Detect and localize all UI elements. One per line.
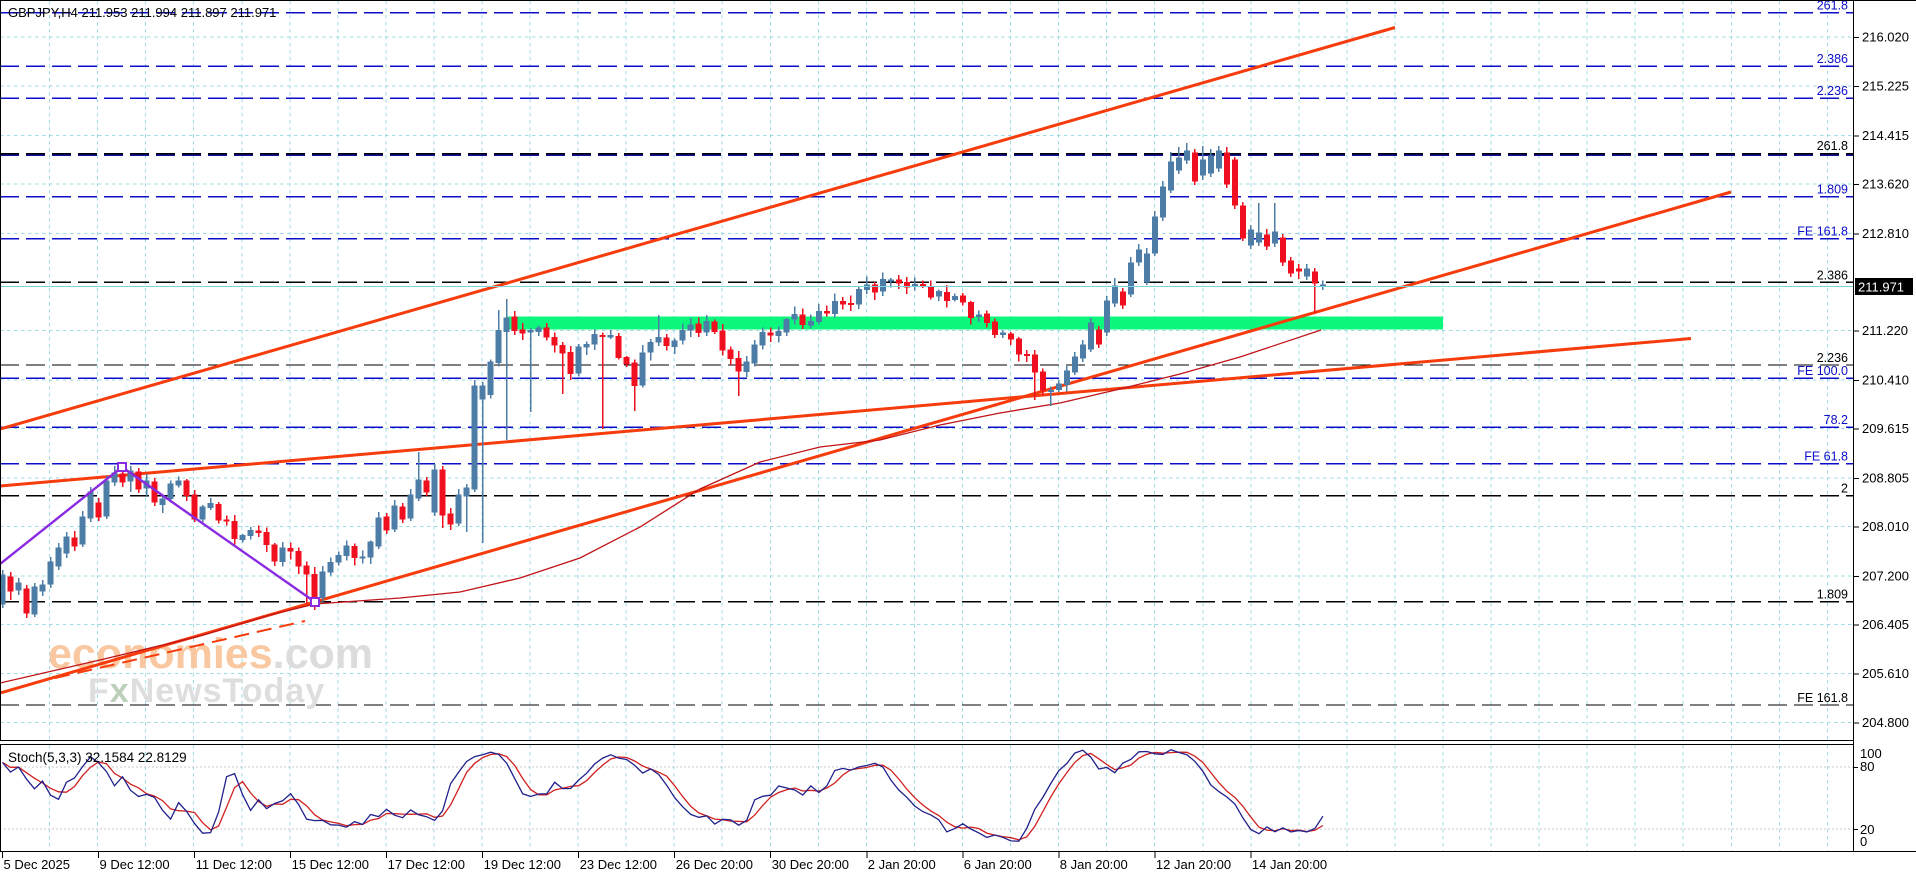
- svg-text:213.620: 213.620: [1862, 176, 1909, 191]
- svg-text:2 Jan 20:00: 2 Jan 20:00: [868, 857, 936, 872]
- svg-text:FE 161.8: FE 161.8: [1797, 691, 1848, 705]
- svg-text:211.971: 211.971: [1858, 280, 1904, 295]
- svg-text:210.410: 210.410: [1862, 373, 1909, 388]
- svg-text:19 Dec 12:00: 19 Dec 12:00: [484, 857, 561, 872]
- svg-text:214.415: 214.415: [1862, 128, 1909, 143]
- svg-text:2: 2: [1841, 482, 1848, 496]
- svg-text:2.236: 2.236: [1817, 84, 1848, 98]
- svg-text:208.805: 208.805: [1862, 471, 1909, 486]
- svg-text:204.800: 204.800: [1862, 715, 1909, 730]
- svg-text:208.010: 208.010: [1862, 519, 1909, 534]
- svg-text:9 Dec 12:00: 9 Dec 12:00: [100, 857, 170, 872]
- svg-text:1.809: 1.809: [1817, 588, 1848, 602]
- svg-text:78.2: 78.2: [1824, 413, 1848, 427]
- svg-text:206.405: 206.405: [1862, 617, 1909, 632]
- svg-text:30 Dec 20:00: 30 Dec 20:00: [772, 857, 849, 872]
- svg-text:15 Dec 12:00: 15 Dec 12:00: [292, 857, 369, 872]
- svg-text:205.610: 205.610: [1862, 666, 1909, 681]
- svg-text:FE 100.0: FE 100.0: [1797, 364, 1848, 378]
- svg-text:26 Dec 20:00: 26 Dec 20:00: [676, 857, 753, 872]
- svg-text:14 Jan 20:00: 14 Jan 20:00: [1252, 857, 1327, 872]
- svg-text:12 Jan 20:00: 12 Jan 20:00: [1156, 857, 1231, 872]
- svg-text:Stoch(5,3,3) 32.1584 22.8129: Stoch(5,3,3) 32.1584 22.8129: [8, 750, 187, 765]
- svg-text:FE 161.8: FE 161.8: [1797, 225, 1848, 239]
- svg-text:1.809: 1.809: [1817, 183, 1848, 197]
- svg-text:2.236: 2.236: [1817, 351, 1848, 365]
- svg-text:2.386: 2.386: [1817, 268, 1848, 282]
- svg-text:economies.com: economies.com: [48, 630, 373, 678]
- svg-text:GBPJPY,H4 211.953 211.994 211: GBPJPY,H4 211.953 211.994 211.897 211.97…: [8, 5, 276, 20]
- svg-text:216.020: 216.020: [1862, 30, 1909, 45]
- svg-text:100: 100: [1860, 746, 1882, 761]
- svg-text:261.8: 261.8: [1817, 0, 1848, 13]
- svg-text:5 Dec 2025: 5 Dec 2025: [4, 857, 71, 872]
- svg-text:211.220: 211.220: [1862, 323, 1908, 338]
- svg-text:6 Jan 20:00: 6 Jan 20:00: [964, 857, 1032, 872]
- svg-text:2.386: 2.386: [1817, 52, 1848, 66]
- svg-text:FE 61.8: FE 61.8: [1804, 450, 1848, 464]
- svg-text:0: 0: [1860, 834, 1867, 849]
- svg-text:8 Jan 20:00: 8 Jan 20:00: [1060, 857, 1128, 872]
- svg-text:80: 80: [1860, 759, 1874, 774]
- svg-text:FxNewsToday: FxNewsToday: [88, 672, 325, 710]
- svg-text:261.8: 261.8: [1817, 139, 1848, 153]
- svg-text:17 Dec 12:00: 17 Dec 12:00: [388, 857, 465, 872]
- svg-text:209.615: 209.615: [1862, 421, 1909, 436]
- svg-text:11 Dec 12:00: 11 Dec 12:00: [196, 857, 272, 872]
- svg-text:207.200: 207.200: [1862, 569, 1909, 584]
- svg-text:23 Dec 12:00: 23 Dec 12:00: [580, 857, 657, 872]
- svg-text:20: 20: [1860, 822, 1874, 837]
- svg-text:215.225: 215.225: [1862, 78, 1909, 93]
- svg-text:212.810: 212.810: [1862, 226, 1909, 241]
